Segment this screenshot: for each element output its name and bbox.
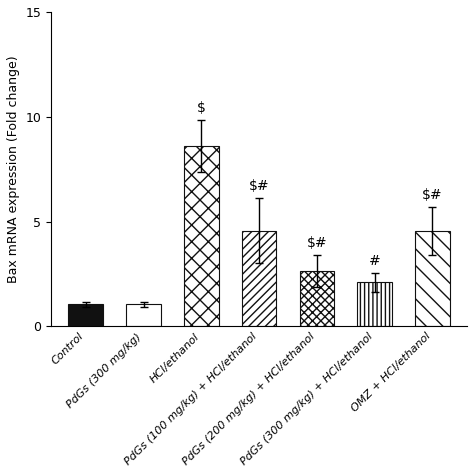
Text: $#: $# (422, 188, 443, 201)
Text: $: $ (197, 100, 206, 115)
Bar (68, 304, 103, 326)
Text: $#: $# (307, 236, 327, 250)
Bar (184, 146, 219, 326)
Text: #: # (369, 254, 381, 268)
Bar (357, 283, 392, 326)
Y-axis label: Bax mRNA expression (Fold change): Bax mRNA expression (Fold change) (7, 55, 20, 283)
Text: $#: $# (249, 179, 269, 193)
Bar (300, 271, 334, 326)
Bar (126, 304, 161, 326)
Bar (415, 231, 450, 326)
Bar (242, 231, 276, 326)
